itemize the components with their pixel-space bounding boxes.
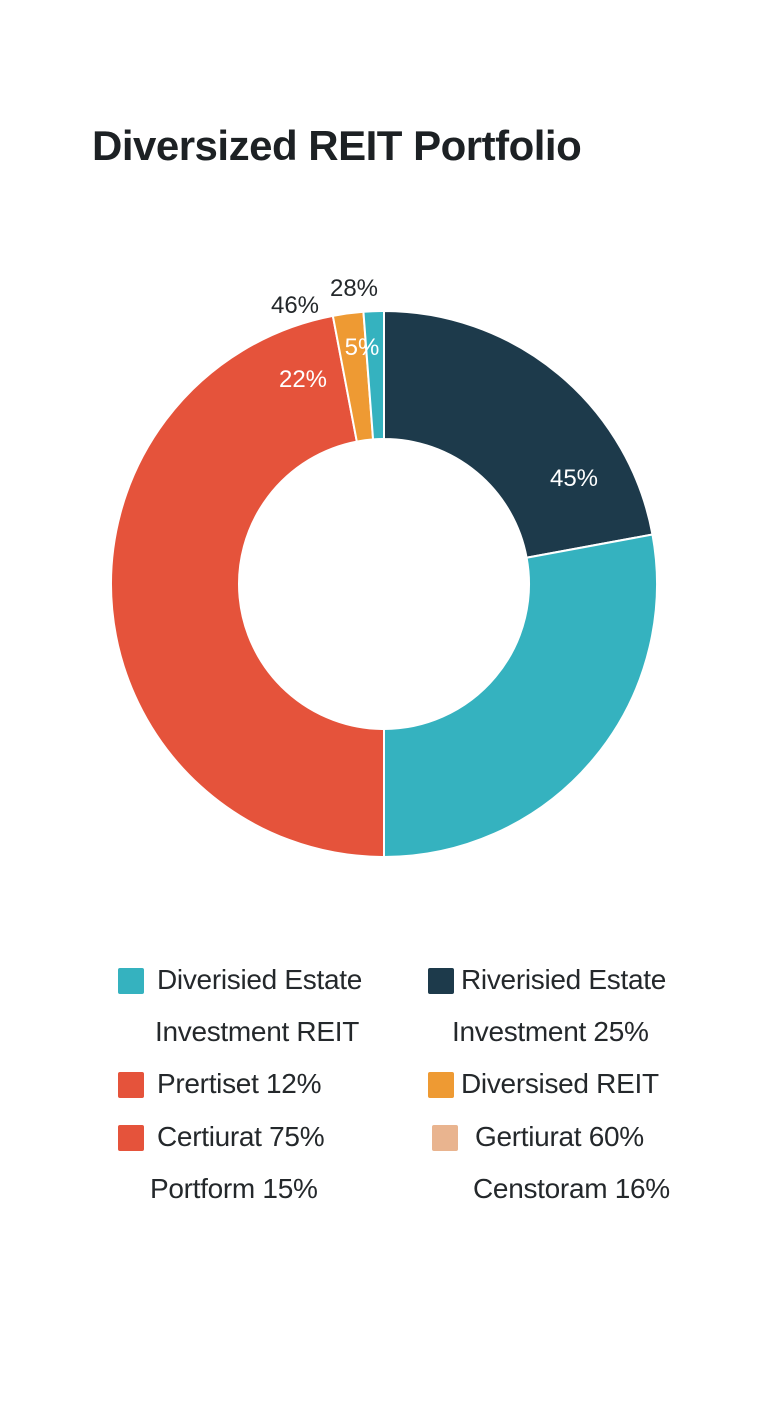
legend-label: Investment 25%	[452, 1016, 649, 1047]
legend-swatch	[118, 1125, 144, 1151]
outside-label: 46%	[271, 292, 319, 319]
legend-label: Diverisied Estate	[157, 964, 362, 995]
outside-label: 28%	[330, 275, 378, 302]
slice-label: 22%	[279, 366, 327, 393]
legend-swatch	[428, 968, 454, 994]
legend-label: Censtoram 16%	[473, 1173, 670, 1204]
legend-label: Investment REIT	[155, 1016, 360, 1047]
donut-slices	[110, 309, 658, 859]
slice-label: 5%	[345, 334, 380, 361]
legend-label: Riverisied Estate	[461, 964, 666, 995]
legend-swatch	[118, 1072, 144, 1098]
slice-labels: 45% 22% 5%	[279, 334, 598, 492]
donut-slice	[383, 309, 654, 559]
legend-swatch	[428, 1072, 454, 1098]
legend-label: Gertiurat 60%	[475, 1121, 644, 1152]
legend-label: Certiurat 75%	[157, 1121, 325, 1152]
legend-label: Diversised REIT	[461, 1068, 659, 1099]
donut-slice	[383, 533, 658, 859]
donut-slice	[362, 309, 385, 441]
legend-swatch	[118, 968, 144, 994]
legend-label: Portform 15%	[150, 1173, 318, 1204]
chart-title: Diversized REIT Portfolio	[92, 122, 582, 169]
donut-chart: 45% 22% 5% 46% 28%	[110, 275, 658, 859]
slice-label: 45%	[550, 465, 598, 492]
legend-label: Prertiset 12%	[157, 1068, 322, 1099]
donut-slice	[110, 314, 385, 859]
legend-swatch	[432, 1125, 458, 1151]
